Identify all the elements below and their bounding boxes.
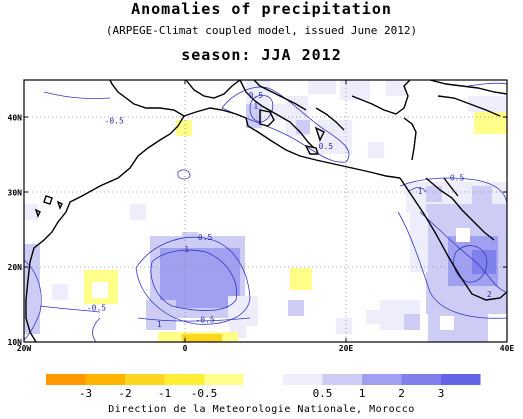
- y-tick-label: 20N: [8, 263, 23, 272]
- anomaly-cell: [182, 232, 198, 248]
- legend-label: 0.5: [313, 387, 333, 400]
- color-legend: -3 -2 -1 -0.5 0.5 1 2 3: [46, 374, 481, 400]
- anomaly-cell: [474, 112, 507, 134]
- anomaly-cell: [308, 80, 336, 94]
- map-title: Anomalies of precipitation: [131, 0, 392, 18]
- legend-swatch: [85, 374, 125, 385]
- contour-label: -0.5: [195, 316, 214, 325]
- anomaly-cell: [386, 80, 406, 96]
- contour-labels: -0.50.510.50.510.51-0.51 -0.52: [87, 91, 492, 329]
- map-subtitle: (ARPEGE-Climat coupled model, issued Jun…: [105, 24, 418, 37]
- anomaly-cell: [290, 268, 312, 290]
- x-tick-label: 20W: [17, 344, 32, 353]
- anomaly-cell: [366, 310, 380, 324]
- anomaly-cell: [176, 120, 192, 136]
- legend-swatch: [283, 374, 323, 385]
- coastlines: [25, 80, 507, 342]
- anomaly-cell: [468, 96, 507, 112]
- contour-label: 1: [418, 187, 423, 196]
- anomaly-cell: [146, 300, 176, 330]
- legend-label: 3: [438, 387, 445, 400]
- contour-label: -0.5: [105, 116, 124, 125]
- anomaly-cell: [130, 204, 146, 220]
- anomaly-cell: [288, 300, 304, 316]
- anomaly-cell: [456, 228, 470, 242]
- legend-swatch: [322, 374, 362, 385]
- anomaly-cell: [440, 316, 454, 330]
- legend-swatch: [204, 374, 244, 385]
- tick-marks: [24, 80, 507, 342]
- anomaly-cell: [182, 334, 222, 342]
- contour-label: 0.5: [198, 233, 213, 242]
- legend-swatch: [46, 374, 86, 385]
- contour-lines: [24, 82, 507, 342]
- contour-label: 1: [157, 320, 162, 329]
- contour-label: 0.5: [450, 173, 465, 182]
- contour-label: 1: [253, 101, 258, 110]
- anomaly-cell: [24, 204, 38, 220]
- legend-label: 1: [359, 387, 366, 400]
- x-tick-label: 20E: [339, 344, 354, 353]
- gridlines: [24, 80, 507, 342]
- anomaly-cell: [368, 142, 384, 158]
- x-tick-label: 0: [183, 344, 188, 353]
- anomaly-cell: [52, 284, 68, 300]
- anomaly-cell: [404, 314, 420, 330]
- anomaly-cell: [296, 120, 310, 134]
- contour-label: -0.5: [87, 304, 106, 313]
- anomaly-cell: [340, 80, 370, 100]
- anomaly-cell: [228, 296, 258, 326]
- anomaly-cell: [410, 212, 428, 272]
- anomaly-cell: [92, 282, 108, 298]
- anomaly-cell: [336, 318, 352, 334]
- legend-label: -1: [158, 387, 171, 400]
- y-tick-label: 10N: [8, 338, 23, 347]
- legend-label: -0.5: [191, 387, 218, 400]
- anomaly-cell: [428, 312, 488, 342]
- season-label: season: JJA 2012: [181, 46, 342, 64]
- legend-label: -3: [79, 387, 92, 400]
- anomaly-cell: [472, 186, 492, 206]
- legend-label: -2: [118, 387, 131, 400]
- y-tick-label: 40N: [8, 113, 23, 122]
- anomaly-cell: [262, 104, 290, 120]
- legend-swatch: [243, 374, 283, 385]
- map-frame: [23, 79, 508, 343]
- y-tick-label: 30N: [8, 188, 23, 197]
- legend-label: 2: [398, 387, 405, 400]
- anomaly-cell: [426, 186, 442, 202]
- anomaly-cell: [160, 248, 240, 308]
- legend-swatch: [125, 374, 165, 385]
- legend-swatch: [362, 374, 402, 385]
- contour-label: 0.5: [319, 142, 334, 151]
- legend-swatch: [441, 374, 481, 385]
- credit-text: Direction de la Meteorologie Nationale, …: [108, 404, 415, 415]
- contour-label: 1: [184, 245, 189, 254]
- x-tick-label: 40E: [500, 344, 515, 353]
- contour-label: 2: [487, 290, 492, 299]
- contour-label: 0.5: [249, 91, 264, 100]
- legend-swatch: [401, 374, 441, 385]
- legend-swatch: [164, 374, 204, 385]
